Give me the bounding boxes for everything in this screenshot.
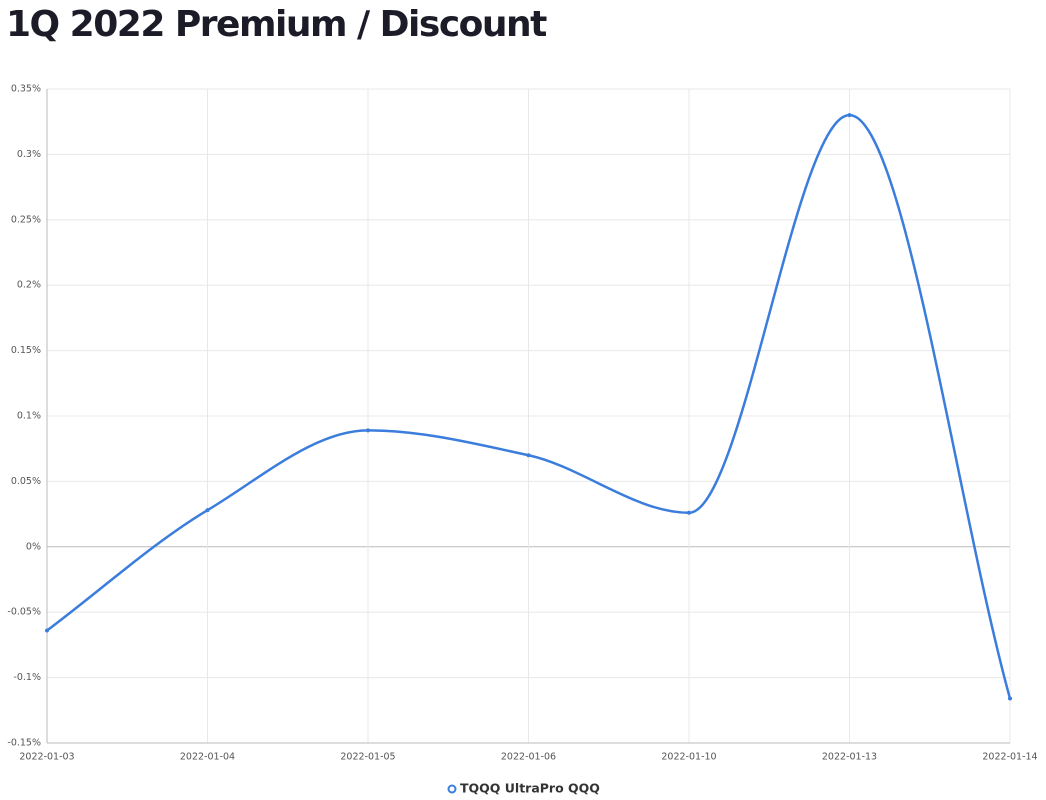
x-tick-label: 2022-01-10 (661, 752, 716, 763)
y-tick-label: -0.05% (7, 607, 41, 618)
point (205, 508, 210, 513)
x-tick-label: 2022-01-05 (340, 752, 395, 763)
y-tick-label: 0.25% (11, 214, 41, 225)
point (45, 628, 49, 633)
x-tick-label: 2022-01-03 (19, 752, 74, 763)
x-tick-label: 2022-01-13 (822, 752, 877, 763)
y-tick-label: 0.3% (17, 149, 41, 160)
point (687, 510, 691, 515)
y-tick-label: -0.1% (13, 672, 41, 683)
point (526, 453, 531, 458)
y-tick-label: 0.15% (11, 345, 41, 356)
y-tick-label: 0.2% (17, 280, 41, 291)
legend-marker (447, 784, 457, 794)
y-tick-label: -0.15% (7, 738, 41, 749)
y-tick-label: 0% (26, 541, 41, 552)
x-tick-label: 2022-01-06 (501, 752, 556, 763)
chart-title: 1Q 2022 Premium / Discount (6, 4, 547, 45)
y-tick-label: 0.1% (17, 411, 41, 422)
point (1008, 696, 1012, 701)
point (847, 113, 852, 118)
legend-label: TQQQ UltraPro QQQ (460, 781, 600, 796)
line (46, 113, 1012, 699)
y-tick-label: 0.05% (11, 476, 41, 487)
y-tick-label: 0.35% (11, 84, 41, 95)
x-tick-label: 2022-01-14 (982, 752, 1037, 763)
x-tick-label: 2022-01-04 (180, 752, 235, 763)
point (366, 428, 370, 433)
